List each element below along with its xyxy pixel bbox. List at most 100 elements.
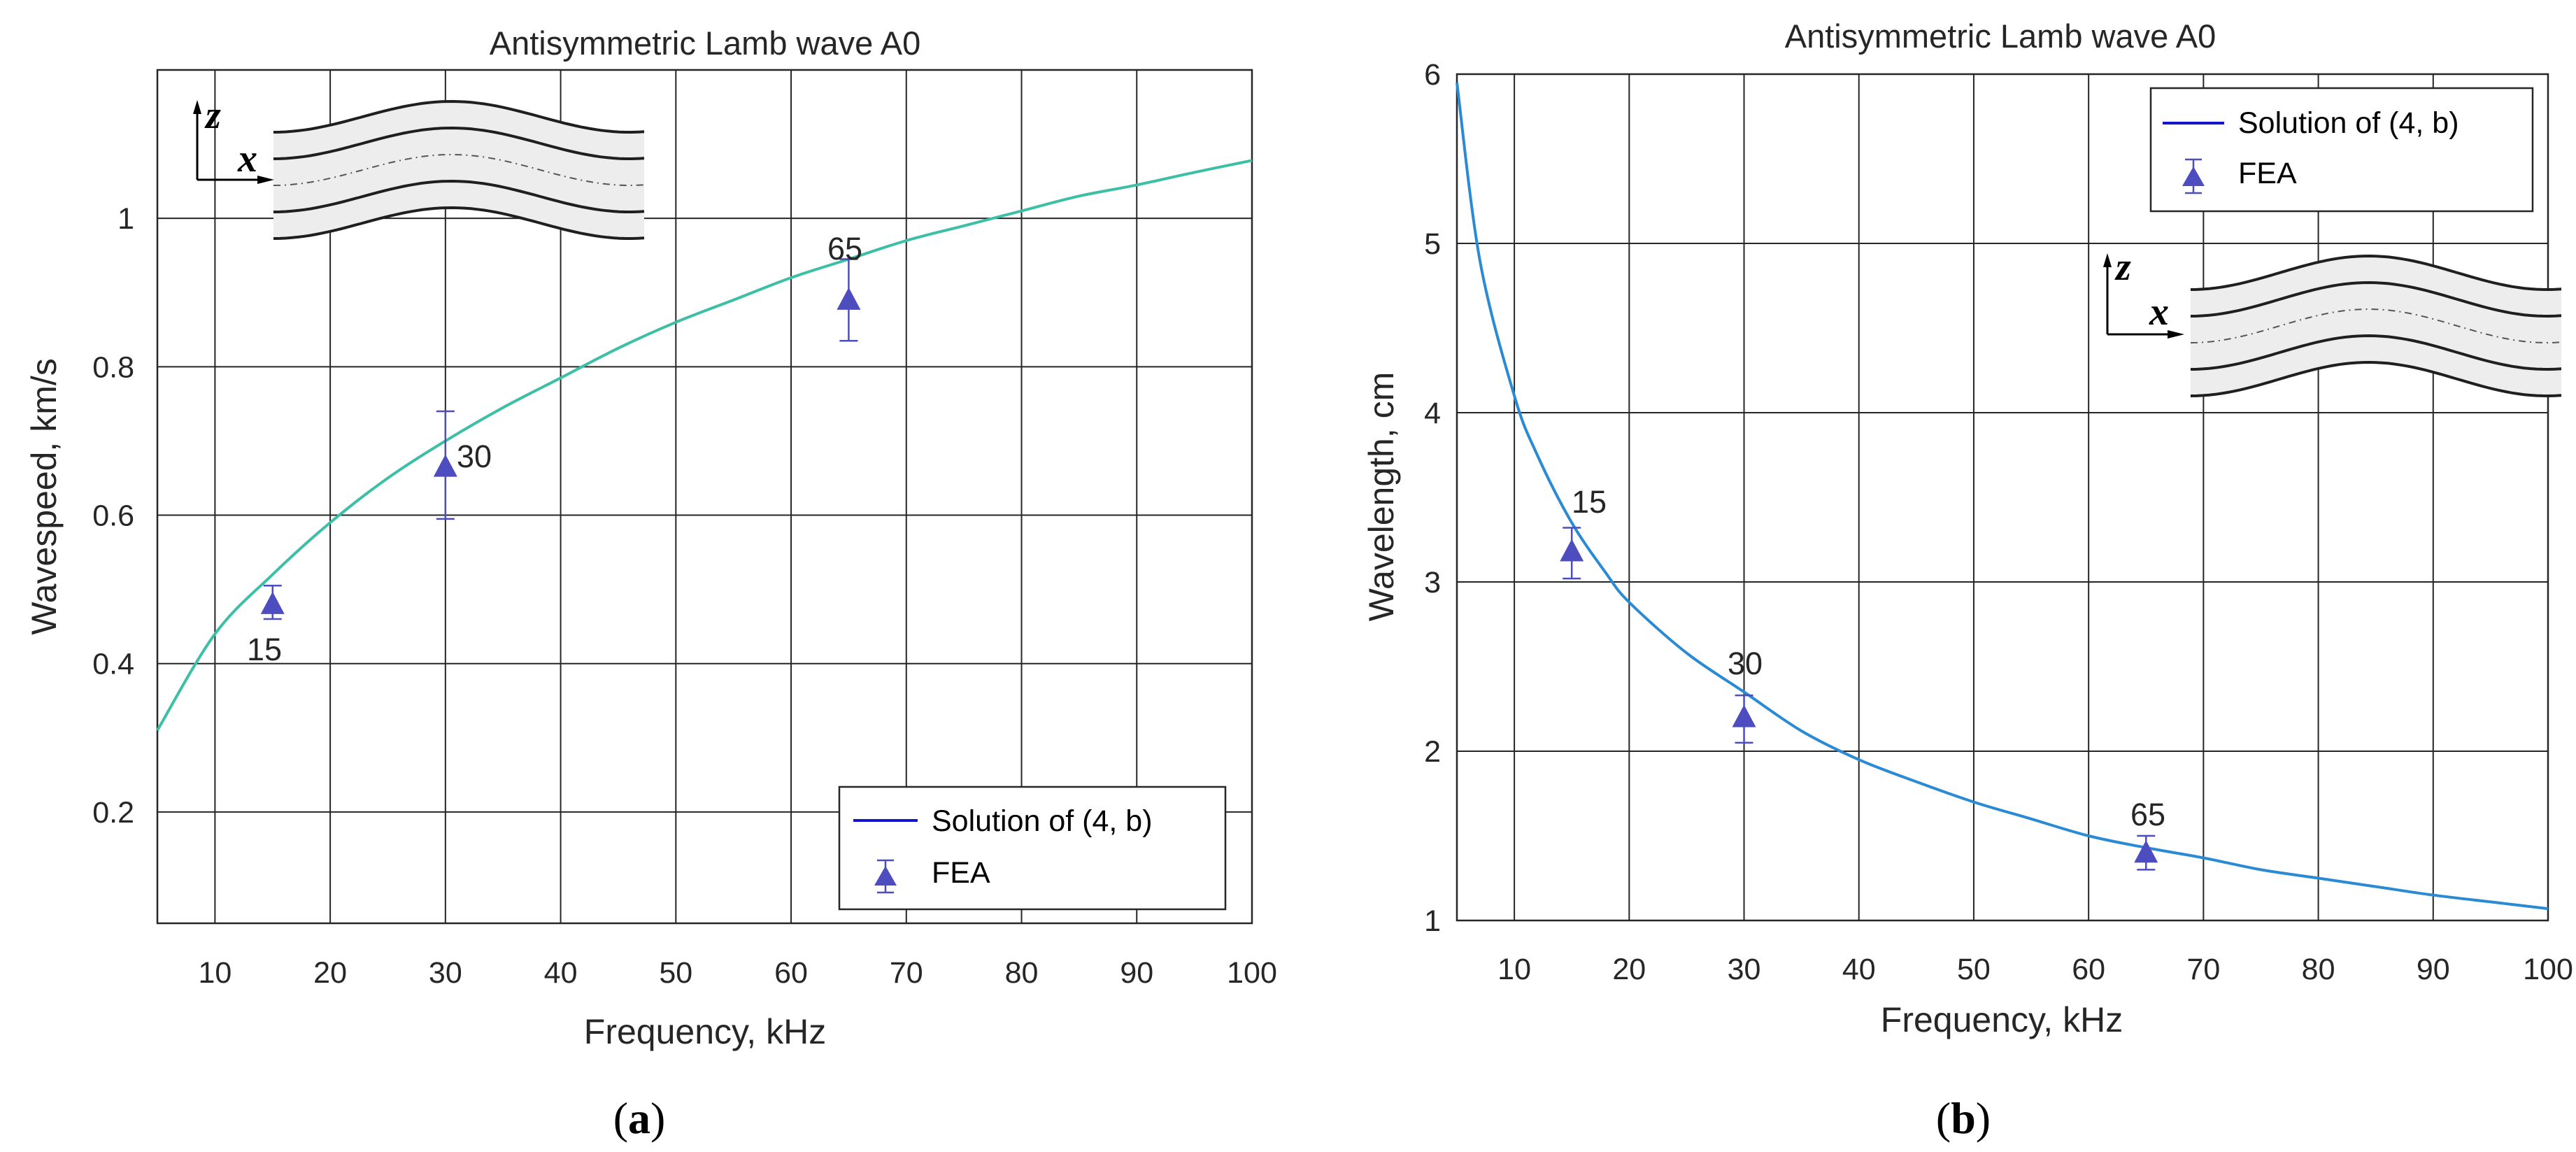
plate-surface-line — [273, 206, 645, 240]
panel-a-y-tick: 0.6 — [92, 499, 134, 533]
plate-surface-line — [2190, 334, 2562, 371]
panel-a-point-label: 30 — [457, 439, 492, 474]
legend-box — [2149, 87, 2534, 213]
panel-a-point-labels: 15 30 65 — [247, 231, 862, 667]
panel-b-title: Antisymmetric Lamb wave A0 — [1785, 17, 2216, 55]
panel-b-y-tick: 2 — [1424, 735, 1441, 769]
legend-fea-label: FEA — [2238, 157, 2297, 190]
panel-b-y-tick: 5 — [1424, 227, 1441, 261]
panel-b-x-tick: 40 — [1842, 953, 1876, 986]
panel-a-fea-points — [260, 258, 861, 620]
panel-b-x-axis-label: Frequency, kHz — [1881, 1000, 2123, 1039]
legend-fea-label: FEA — [932, 856, 990, 890]
legend-fea-marker — [2182, 166, 2205, 186]
plate-surface-line — [2190, 360, 2562, 398]
legend-box — [838, 785, 1227, 911]
panel-a-x-axis-label: Frequency, kHz — [584, 1012, 826, 1051]
legend-solution-label: Solution of (4, b) — [932, 804, 1153, 838]
panel-b-caption-letter: b — [1951, 1093, 1976, 1143]
panel-b-y-axis-label: Wavelength, cm — [1362, 372, 1401, 622]
panel-a-fea-point — [260, 585, 285, 620]
panel-a-y-tick: 1 — [118, 202, 134, 236]
x-arrow-head — [2168, 330, 2184, 339]
panel-b-plot-area — [1456, 73, 2549, 922]
panel-a-point-label: 15 — [247, 632, 282, 667]
panel-a-fea-point — [433, 410, 457, 520]
panel-b-y-ticks: 1 2 3 4 5 6 — [1424, 58, 1441, 938]
panel-a-x-tick: 100 — [1227, 956, 1277, 990]
fea-marker — [1732, 704, 1756, 727]
fea-marker — [433, 454, 457, 477]
panel-a-title: Antisymmetric Lamb wave A0 — [490, 24, 920, 62]
panel-a-x-tick: 50 — [659, 956, 692, 990]
legend-fea-swatch — [874, 859, 897, 894]
panel-b-y-tick: 1 — [1424, 904, 1441, 938]
panel-a-solution-curve — [156, 159, 1253, 732]
plate-layer — [273, 101, 644, 239]
panel-a-point-label: 65 — [827, 231, 862, 266]
fea-marker — [260, 591, 285, 614]
panel-b-fea-point — [1732, 694, 1756, 744]
panel-b-x-tick: 80 — [2302, 953, 2335, 986]
panel-b-x-tick: 60 — [2072, 953, 2105, 986]
plate-midline — [273, 153, 645, 186]
x-axis-label: x — [2149, 290, 2169, 334]
plate-surface-line — [2190, 280, 2562, 318]
plate-surface-line — [273, 99, 645, 134]
panel-a-y-tick: 0.2 — [92, 796, 134, 830]
plate-surface-line — [2190, 254, 2562, 292]
panel-b-solution-curve — [1456, 82, 2549, 911]
panel-b-caption: (b) — [1936, 1093, 1991, 1143]
panel-b-x-tick: 20 — [1612, 953, 1646, 986]
panel-b-fea-point — [2134, 834, 2158, 871]
panel-a-x-tick: 30 — [429, 956, 462, 990]
z-arrow-head — [193, 100, 201, 114]
z-axis-label: z — [204, 94, 221, 137]
panel-b-y-tick: 4 — [1424, 397, 1441, 430]
z-arrow-head — [2103, 253, 2112, 267]
panel-b-point-label: 65 — [2130, 797, 2165, 832]
panel-b-chart: Antisymmetric Lamb wave A0 10 20 30 40 5… — [1362, 17, 2573, 1143]
fea-marker — [837, 287, 861, 310]
panel-a-chart: Antisymmetric Lamb wave A0 10 20 30 40 5… — [24, 24, 1277, 1143]
panel-a-x-tick: 40 — [544, 956, 578, 990]
panel-a-x-tick: 70 — [890, 956, 923, 990]
x-axis-label: x — [237, 137, 257, 180]
panel-a-legend: Solution of (4, b) FEA — [838, 785, 1227, 911]
plate-layer — [2191, 256, 2561, 396]
panel-b-legend: Solution of (4, b) FEA — [2149, 87, 2534, 213]
panel-b-x-tick: 30 — [1728, 953, 1761, 986]
panel-b-x-tick: 70 — [2186, 953, 2220, 986]
fea-marker — [1560, 539, 1584, 562]
panel-a-x-tick: 80 — [1005, 956, 1039, 990]
z-axis-label: z — [2114, 246, 2131, 289]
plate-surface-line — [273, 126, 645, 160]
panel-a-caption-letter: a — [628, 1093, 650, 1143]
panel-a-plate-inset: z x — [193, 94, 645, 240]
panel-a-y-ticks: 0.2 0.4 0.6 0.8 1 — [92, 202, 134, 830]
panel-b-x-tick: 100 — [2523, 953, 2573, 986]
x-arrow-head — [257, 176, 274, 184]
panel-a-x-tick: 20 — [313, 956, 347, 990]
panel-b-fea-points — [1560, 527, 2158, 871]
panel-b-x-tick: 90 — [2417, 953, 2450, 986]
panel-b-x-tick: 50 — [1957, 953, 1991, 986]
panel-a-fea-point — [837, 258, 861, 342]
legend-fea-swatch — [2182, 158, 2205, 194]
panel-a-caption: (a) — [613, 1093, 666, 1143]
panel-b-y-tick: 3 — [1424, 566, 1441, 599]
panel-b-grid — [1457, 74, 2548, 920]
legend-fea-marker — [874, 866, 897, 886]
panel-a-y-tick: 0.4 — [92, 648, 134, 681]
panel-b-x-ticks: 10 20 30 40 50 60 70 80 90 100 — [1497, 953, 2573, 986]
panel-b-point-label: 15 — [1572, 484, 1607, 520]
panel-a-x-tick: 60 — [774, 956, 808, 990]
panel-a-y-axis-label: Wavespeed, km/s — [24, 358, 64, 635]
panel-a-x-tick: 90 — [1120, 956, 1153, 990]
panel-b-x-tick: 10 — [1497, 953, 1531, 986]
panel-b-point-label: 30 — [1728, 646, 1763, 681]
plate-midline — [2190, 308, 2562, 344]
panel-b-plate-inset: z x — [2103, 246, 2562, 398]
panel-b-fea-point — [1560, 527, 1584, 580]
